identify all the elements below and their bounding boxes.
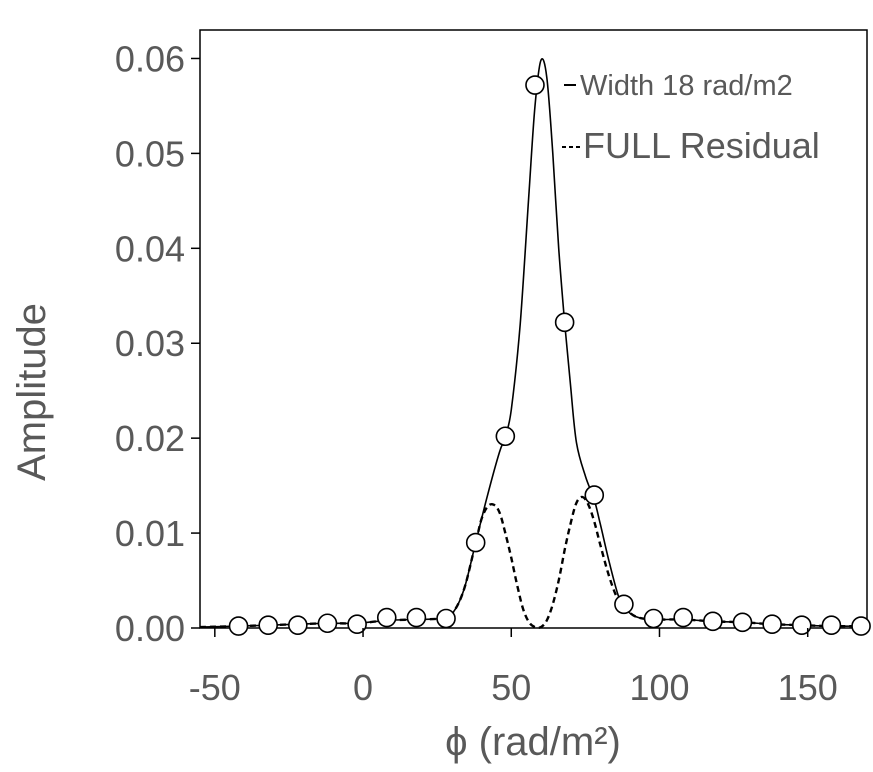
- data-point-marker: [406, 607, 427, 628]
- x-axis-ticks: -50 0 50 100 150: [189, 628, 838, 708]
- x-tick-label: 50: [491, 667, 531, 708]
- data-point-marker: [732, 612, 753, 633]
- legend: Width 18 rad/m2 FULL Residual: [562, 70, 820, 166]
- data-point-marker: [554, 312, 575, 333]
- y-tick-label: 0.06: [115, 38, 185, 79]
- data-point-marker: [258, 615, 278, 635]
- data-point-marker: [495, 426, 516, 447]
- y-tick-label: 0.00: [115, 608, 185, 649]
- data-point-marker: [436, 608, 456, 629]
- y-tick-label: 0.04: [115, 228, 185, 269]
- plot-frame: [199, 29, 868, 629]
- y-tick-label: 0.03: [115, 323, 185, 364]
- data-point-marker: [762, 614, 782, 635]
- data-point-marker: [228, 616, 249, 636]
- data-point-marker: [347, 614, 367, 635]
- data-point-marker: [851, 616, 871, 636]
- x-tick-label: 0: [353, 667, 373, 708]
- data-point-marker: [376, 607, 397, 628]
- y-tick-label: 0.01: [115, 513, 185, 554]
- y-axis-ticks: 0.00 0.01 0.02 0.03 0.04 0.05 0.06: [115, 38, 200, 649]
- data-point-marker: [791, 615, 812, 635]
- data-point-marker: [465, 532, 486, 553]
- data-markers: [228, 75, 871, 636]
- legend-label-width: Width 18 rad/m2: [580, 70, 793, 102]
- data-point-marker: [584, 485, 605, 505]
- x-tick-label: 100: [629, 667, 689, 708]
- data-point-marker: [673, 607, 694, 628]
- data-point-marker: [703, 611, 723, 632]
- y-tick-label: 0.02: [115, 418, 185, 459]
- y-tick-label: 0.05: [115, 133, 185, 174]
- data-point-marker: [317, 613, 338, 634]
- x-axis-title: ϕ (rad/m²): [445, 720, 621, 764]
- data-point-marker: [821, 615, 842, 635]
- legend-label-residual: FULL Residual: [583, 125, 820, 166]
- data-point-marker: [525, 75, 545, 95]
- data-point-marker: [643, 608, 664, 629]
- series-line-full-residual: [199, 495, 868, 629]
- y-axis-title: Amplitude: [10, 303, 54, 481]
- x-tick-label: -50: [189, 667, 241, 708]
- data-point-marker: [288, 615, 308, 635]
- data-point-marker: [614, 594, 634, 615]
- x-tick-label: 150: [778, 667, 838, 708]
